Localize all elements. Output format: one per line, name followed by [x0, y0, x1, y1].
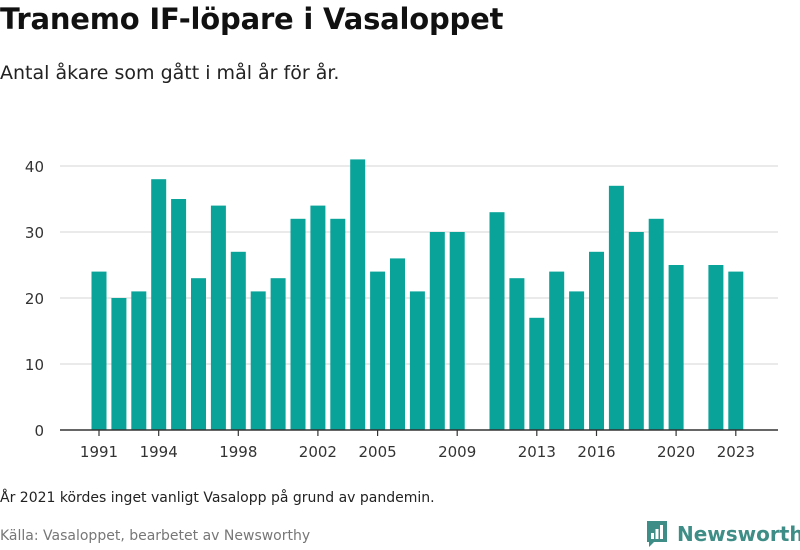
bar: 2003: 32	[330, 218, 346, 430]
y-tick-label: 30	[25, 224, 44, 242]
x-tick-label: 2020	[657, 443, 695, 461]
bar: 2012: 23	[509, 278, 525, 430]
bar: 2016: 27	[589, 251, 604, 430]
bar: 1995: 35	[171, 199, 187, 430]
bar: 2007: 21	[409, 291, 425, 430]
y-axis: 0 10 20 30 40	[25, 158, 44, 440]
bar: 2006: 26	[390, 258, 405, 430]
bars: 1991: 241992: 201993: 211994: 381995: 35…	[91, 159, 744, 430]
bar: 2004: 41	[350, 159, 366, 430]
x-tick-label: 2023	[717, 443, 755, 461]
x-tick-label: 1994	[140, 443, 178, 461]
bar: 2014: 24	[549, 271, 565, 430]
bar: 1997: 34	[210, 205, 226, 430]
footnote: År 2021 kördes inget vanligt Vasalopp på…	[0, 490, 435, 506]
bar: 2018: 30	[628, 232, 644, 430]
chart-title: Tranemo IF-löpare i Vasaloppet	[0, 2, 504, 36]
bar: 2023: 24	[728, 271, 744, 430]
bar-chart: 1991: 241992: 201993: 211994: 381995: 35…	[25, 158, 778, 461]
y-tick-label: 20	[25, 290, 44, 308]
bar: 2022: 25	[708, 265, 724, 430]
chart-subtitle: Antal åkare som gått i mål år för år.	[0, 62, 340, 84]
bar: 2013: 17	[529, 317, 545, 430]
brand-name: Newsworthy	[677, 522, 800, 546]
bar: 2005: 24	[370, 271, 386, 430]
brand: Newsworthy	[645, 519, 800, 549]
bar: 1994: 38	[151, 179, 167, 430]
y-tick-label: 40	[25, 158, 44, 176]
bar: 2000: 23	[270, 278, 286, 430]
bar: 1992: 20	[111, 298, 127, 430]
x-axis: 1991 1994 1998 2002 2005 2009 2013 2016 2020 2023	[60, 429, 778, 461]
bar: 2001: 32	[290, 218, 306, 430]
bar: 2020: 25	[668, 265, 684, 430]
bar: 2009: 30	[449, 232, 465, 430]
bar: 2002: 34	[310, 205, 326, 430]
bar: 2015: 21	[569, 291, 585, 430]
bar: 2011: 33	[489, 212, 505, 430]
bar: 1998: 27	[230, 251, 246, 430]
bar: 2019: 32	[648, 218, 664, 430]
bar: 1996: 23	[191, 278, 206, 430]
x-tick-label: 1991	[80, 443, 118, 461]
x-tick-label: 2013	[518, 443, 556, 461]
y-tick-label: 10	[25, 356, 44, 374]
bar: 2017: 37	[608, 185, 624, 430]
x-tick-label: 2005	[359, 443, 397, 461]
x-tick-label: 1998	[219, 443, 257, 461]
y-tick-label: 0	[34, 422, 44, 440]
x-tick-label: 2009	[438, 443, 476, 461]
x-tick-label: 2016	[577, 443, 615, 461]
bar: 2008: 30	[429, 232, 445, 430]
bar-chart-logo-icon	[647, 521, 667, 547]
bar: 1993: 21	[131, 291, 147, 430]
source-text: Källa: Vasaloppet, bearbetet av Newswort…	[0, 528, 311, 544]
bar: 1999: 21	[250, 291, 266, 430]
x-tick-label: 2002	[299, 443, 337, 461]
bar: 1991: 24	[91, 271, 107, 430]
